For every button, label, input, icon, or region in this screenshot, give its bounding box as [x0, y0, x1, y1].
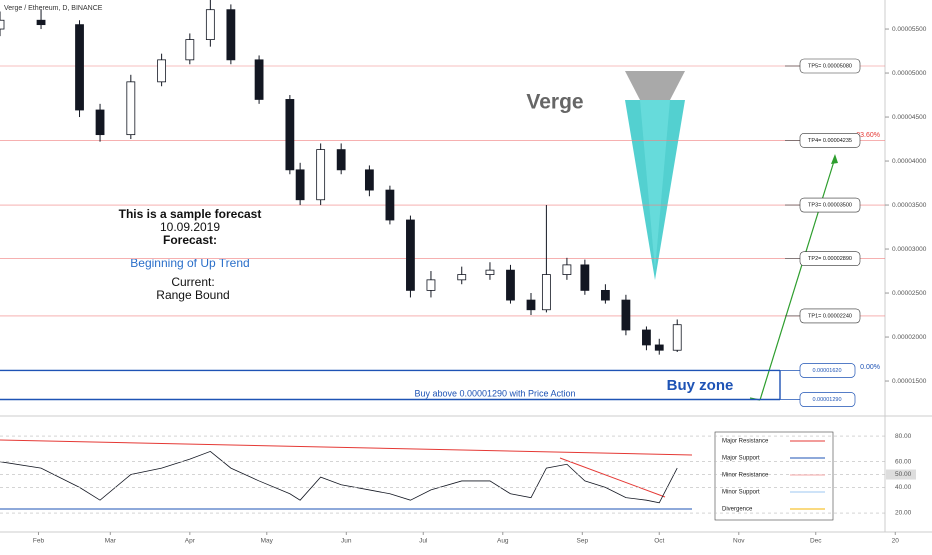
x-tick-label: Mar [105, 538, 117, 545]
candle-body [642, 329, 651, 346]
tp-label: TP1= 0.00002240 [808, 313, 852, 319]
forecast-line: This is a sample forecast [119, 207, 262, 221]
y-tick-label: 0.00004000 [892, 158, 927, 165]
y-tick-label: 80.00 [895, 433, 912, 440]
forecast-date: 10.09.2019 [160, 220, 220, 234]
x-tick-label: Nov [733, 538, 745, 545]
candle-body [672, 324, 682, 351]
zone-label: 0.00001620 [812, 368, 841, 374]
candle-body [126, 81, 136, 136]
legend-box [714, 431, 834, 521]
fib-label: 0.00% [860, 364, 880, 371]
x-tick-label: Jun [341, 538, 352, 545]
legend-label: Major Resistance [722, 439, 769, 445]
x-tick-label: Oct [654, 538, 664, 545]
rsi-resistance [0, 439, 693, 456]
candle-body [526, 299, 536, 311]
y-tick-label: 0.00004500 [892, 114, 927, 121]
candle-body [205, 9, 215, 40]
candle-body [385, 189, 395, 221]
candle-body [506, 269, 515, 301]
arrow-head [831, 154, 838, 164]
shape-cyan-inner [640, 100, 670, 270]
tp-label: TP2= 0.00002890 [808, 256, 852, 262]
forecast-value: Beginning of Up Trend [130, 256, 249, 270]
candle-body [336, 149, 346, 171]
legend-label: Divergence [722, 507, 753, 513]
forecast-label: Forecast: [163, 233, 217, 247]
candle-body [562, 264, 572, 275]
y-tick-label: 50.00 [895, 471, 912, 478]
tp-label: TP5= 0.00005080 [808, 63, 852, 69]
y-tick-label: 0.00002500 [892, 290, 927, 297]
y-tick-label: 0.00005500 [892, 26, 927, 33]
current-label: Current: [171, 275, 214, 289]
x-tick-label: Apr [185, 538, 196, 545]
x-tick-label: Feb [33, 538, 45, 545]
candle-body [36, 19, 46, 26]
y-tick-label: 0.00002000 [892, 334, 927, 341]
x-tick-label: Aug [497, 538, 509, 545]
tp-label: TP4= 0.00004235 [808, 138, 852, 144]
candle-body [0, 19, 5, 30]
candle-body [621, 299, 631, 331]
chart-title: Verge / Ethereum, D, BINANCE [4, 5, 103, 12]
candle-body [75, 24, 84, 111]
x-tick-label: May [261, 538, 274, 545]
candle-body [580, 264, 590, 291]
y-tick-label: 40.00 [895, 484, 912, 491]
candle-body [406, 219, 415, 291]
candle-body [157, 59, 167, 83]
y-tick-label: 0.00003500 [892, 202, 927, 209]
candle-body [426, 279, 436, 291]
candle-body [185, 39, 195, 61]
legend-label: Minor Resistance [722, 473, 769, 479]
x-tick-label: Jul [419, 538, 428, 545]
y-tick-label: 0.00001500 [892, 378, 927, 385]
candle-body [316, 149, 326, 201]
y-tick-label: 0.00003000 [892, 246, 927, 253]
candle-body [364, 169, 374, 191]
candle-body [285, 99, 295, 171]
candle-body [457, 274, 467, 281]
x-tick-label: Dec [810, 538, 822, 545]
candle-body [254, 59, 264, 100]
candle-body [654, 344, 664, 351]
y-tick-label: 20.00 [895, 510, 912, 517]
x-tick-label: 20 [892, 538, 900, 545]
candle-body [295, 169, 305, 201]
rsi-line [0, 450, 678, 504]
candle-body [600, 289, 610, 301]
buy-zone-label: Buy zone [667, 377, 734, 394]
current-value: Range Bound [156, 288, 229, 302]
y-tick-label: 60.00 [895, 458, 912, 465]
candle-body [541, 274, 551, 311]
candle-body [226, 9, 236, 61]
shape-gray [625, 71, 685, 100]
rsi-resistance [559, 457, 666, 498]
candle-body [95, 109, 105, 136]
coin-name: Verge [526, 91, 583, 114]
legend-label: Major Support [722, 456, 760, 462]
buy-note: Buy above 0.00001290 with Price Action [414, 388, 575, 398]
legend-label: Minor Support [722, 490, 760, 496]
candle-body [485, 269, 495, 275]
x-tick-label: Sep [577, 538, 589, 545]
y-tick-label: 0.00005000 [892, 70, 927, 77]
fib-label: 23.60% [856, 132, 880, 139]
tp-label: TP3= 0.00003500 [808, 202, 852, 208]
tick-highlight [886, 469, 916, 480]
zone-label: 0.00001290 [812, 397, 841, 403]
